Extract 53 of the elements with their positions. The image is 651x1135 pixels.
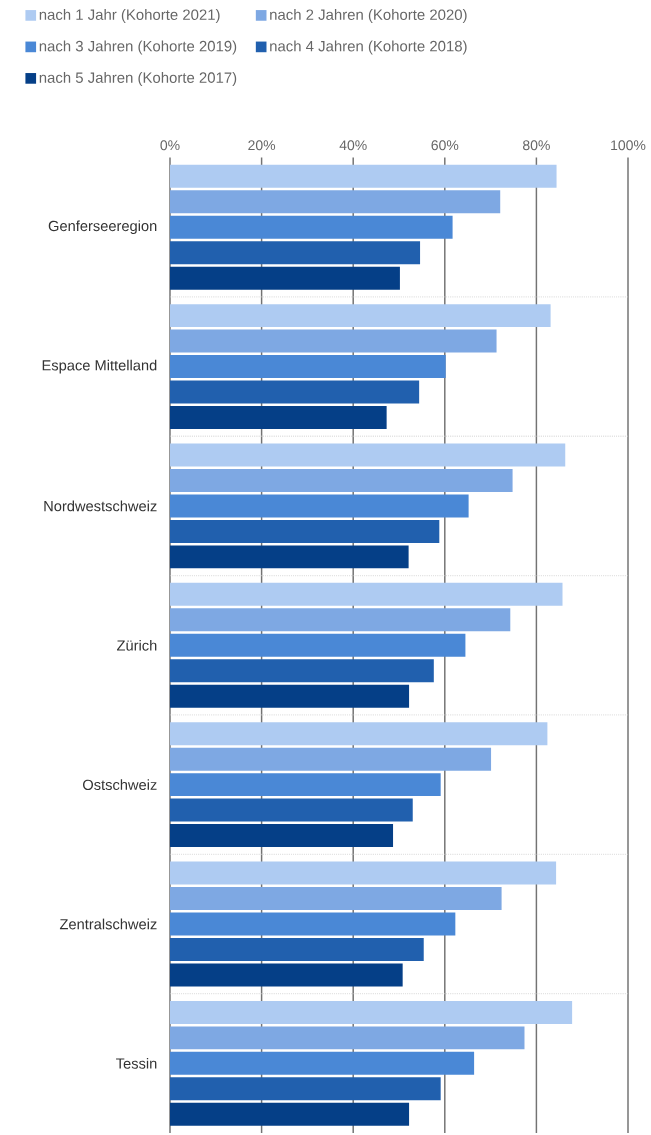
y-tick-label: Tessin xyxy=(116,1057,157,1069)
bar xyxy=(170,241,421,265)
bar xyxy=(170,773,441,797)
legend-label: nach 4 Jahren (Kohorte 2018) xyxy=(270,40,467,55)
bar xyxy=(170,494,469,518)
x-tick-label: 20% xyxy=(248,140,276,151)
bar xyxy=(170,1026,525,1050)
bar xyxy=(170,582,563,606)
bar xyxy=(170,722,548,746)
bar xyxy=(170,164,557,188)
bar xyxy=(170,684,410,708)
bar xyxy=(170,329,497,353)
bar xyxy=(170,1077,441,1101)
bar xyxy=(170,519,440,543)
x-tick-label: 0% xyxy=(160,140,180,151)
legend-label: nach 5 Jahren (Kohorte 2017) xyxy=(39,71,237,86)
bar xyxy=(170,304,551,328)
bar xyxy=(170,190,501,214)
bar xyxy=(170,798,413,822)
bar xyxy=(170,545,409,569)
bar xyxy=(170,912,456,936)
y-tick-label: Genferseeregion xyxy=(48,220,157,235)
legend-label: nach 1 Jahr (Kohorte 2021) xyxy=(39,9,220,23)
bar xyxy=(170,608,511,632)
y-tick-label: Zürich xyxy=(117,639,157,651)
bar xyxy=(170,633,466,657)
bar xyxy=(170,659,434,683)
bar xyxy=(170,861,557,885)
bar xyxy=(170,380,420,404)
legend-label: nach 3 Jahren (Kohorte 2019) xyxy=(39,40,237,55)
bar xyxy=(170,215,453,239)
bar xyxy=(170,937,424,961)
bar xyxy=(170,963,403,987)
bar xyxy=(170,468,513,492)
x-tick-label: 40% xyxy=(339,140,367,151)
bar xyxy=(170,887,502,910)
legend-label: nach 2 Jahren (Kohorte 2020) xyxy=(270,9,467,23)
y-tick-label: Zentralschweiz xyxy=(59,918,157,930)
bar xyxy=(170,406,387,429)
bar xyxy=(170,824,394,848)
bar xyxy=(170,747,492,771)
bar xyxy=(170,1102,410,1126)
bar xyxy=(170,266,400,290)
bar xyxy=(170,443,566,467)
bar xyxy=(170,355,446,379)
y-tick-label: Nordwestschweiz xyxy=(44,500,157,512)
bar xyxy=(170,1000,573,1024)
bar xyxy=(170,1051,475,1075)
y-tick-label: Ostschweiz xyxy=(83,779,157,791)
x-tick-label: 60% xyxy=(431,140,459,151)
x-tick-label: 100% xyxy=(611,140,646,151)
y-tick-label: Espace Mittelland xyxy=(42,359,157,374)
x-tick-label: 80% xyxy=(523,140,550,151)
